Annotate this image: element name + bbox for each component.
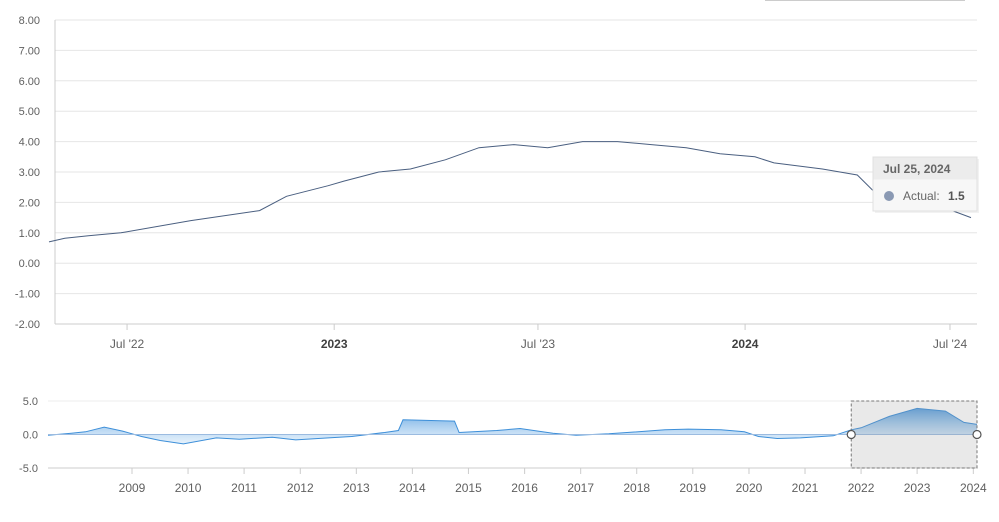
range-selector-edge[interactable] [765, 0, 965, 1]
nav-x-tick-label: 2018 [623, 481, 650, 495]
nav-x-tick-label: 2023 [904, 481, 931, 495]
nav-x-tick-label: 2022 [848, 481, 875, 495]
nav-y-tick-label: 0.0 [23, 430, 38, 442]
x-tick-label: 2023 [321, 337, 348, 351]
y-tick-label: 4.00 [19, 137, 40, 149]
nav-x-tick-label: 2020 [736, 481, 763, 495]
nav-x-tick-label: 2013 [343, 481, 370, 495]
y-tick-label: 7.00 [19, 45, 40, 57]
nav-x-tick-label: 2019 [679, 481, 706, 495]
nav-x-tick-label: 2009 [119, 481, 146, 495]
nav-x-tick-label: 2017 [567, 481, 594, 495]
y-tick-label: -2.00 [15, 319, 40, 331]
navigator[interactable]: 5.0 0.0 -5.0 2009 2010 2011 2012 2013 2014 2015 20… [19, 396, 987, 495]
tooltip-series-marker [884, 191, 894, 201]
nav-handle-right[interactable] [972, 429, 982, 440]
tooltip-label: Actual: [903, 189, 940, 203]
y-tick-label: 8.00 [19, 15, 40, 27]
nav-x-tick-label: 2024 [960, 481, 987, 495]
x-tick-label: 2024 [732, 337, 759, 351]
nav-line [47, 407, 978, 445]
tooltip-value: 1.5 [948, 189, 965, 203]
y-tick-label: 6.00 [19, 76, 40, 88]
nav-handle-left[interactable] [846, 429, 856, 440]
y-tick-label: -1.00 [15, 289, 40, 301]
nav-x-tick-label: 2016 [511, 481, 538, 495]
series-line-actual [48, 141, 972, 243]
nav-x-tick-label: 2010 [175, 481, 202, 495]
y-tick-label: 5.00 [19, 106, 40, 118]
y-tick-label: 3.00 [19, 167, 40, 179]
nav-x-tick-label: 2012 [287, 481, 314, 495]
y-tick-label: 0.00 [19, 258, 40, 270]
nav-x-tick-label: 2011 [231, 481, 257, 495]
nav-x-tick-label: 2021 [792, 481, 819, 495]
x-tick-label: Jul '23 [521, 337, 556, 351]
tooltip: Jul 25, 2024 Actual: 1.5 [872, 156, 979, 213]
nav-y-tick-label: 5.0 [23, 396, 38, 408]
y-tick-label: 2.00 [19, 197, 40, 209]
x-tick-label: Jul '24 [933, 337, 968, 351]
main-x-axis-labels: Jul '22 2023 Jul '23 2024 Jul '24 [110, 324, 968, 351]
x-tick-label: Jul '22 [110, 337, 145, 351]
nav-x-tick-label: 2014 [399, 481, 426, 495]
nav-x-tick-label: 2015 [455, 481, 482, 495]
y-tick-label: 1.00 [19, 228, 40, 240]
nav-selection-window [850, 400, 978, 469]
nav-y-tick-label: -5.0 [19, 463, 38, 475]
tooltip-header [873, 157, 977, 180]
nav-area [48, 408, 977, 444]
main-y-axis-labels: 8.00 7.00 6.00 5.00 4.00 3.00 2.00 1.00 0.00 -1.0… [15, 15, 40, 331]
main-gridlines [54, 19, 977, 325]
main-series [48, 141, 972, 243]
tooltip-date: Jul 25, 2024 [883, 162, 951, 176]
